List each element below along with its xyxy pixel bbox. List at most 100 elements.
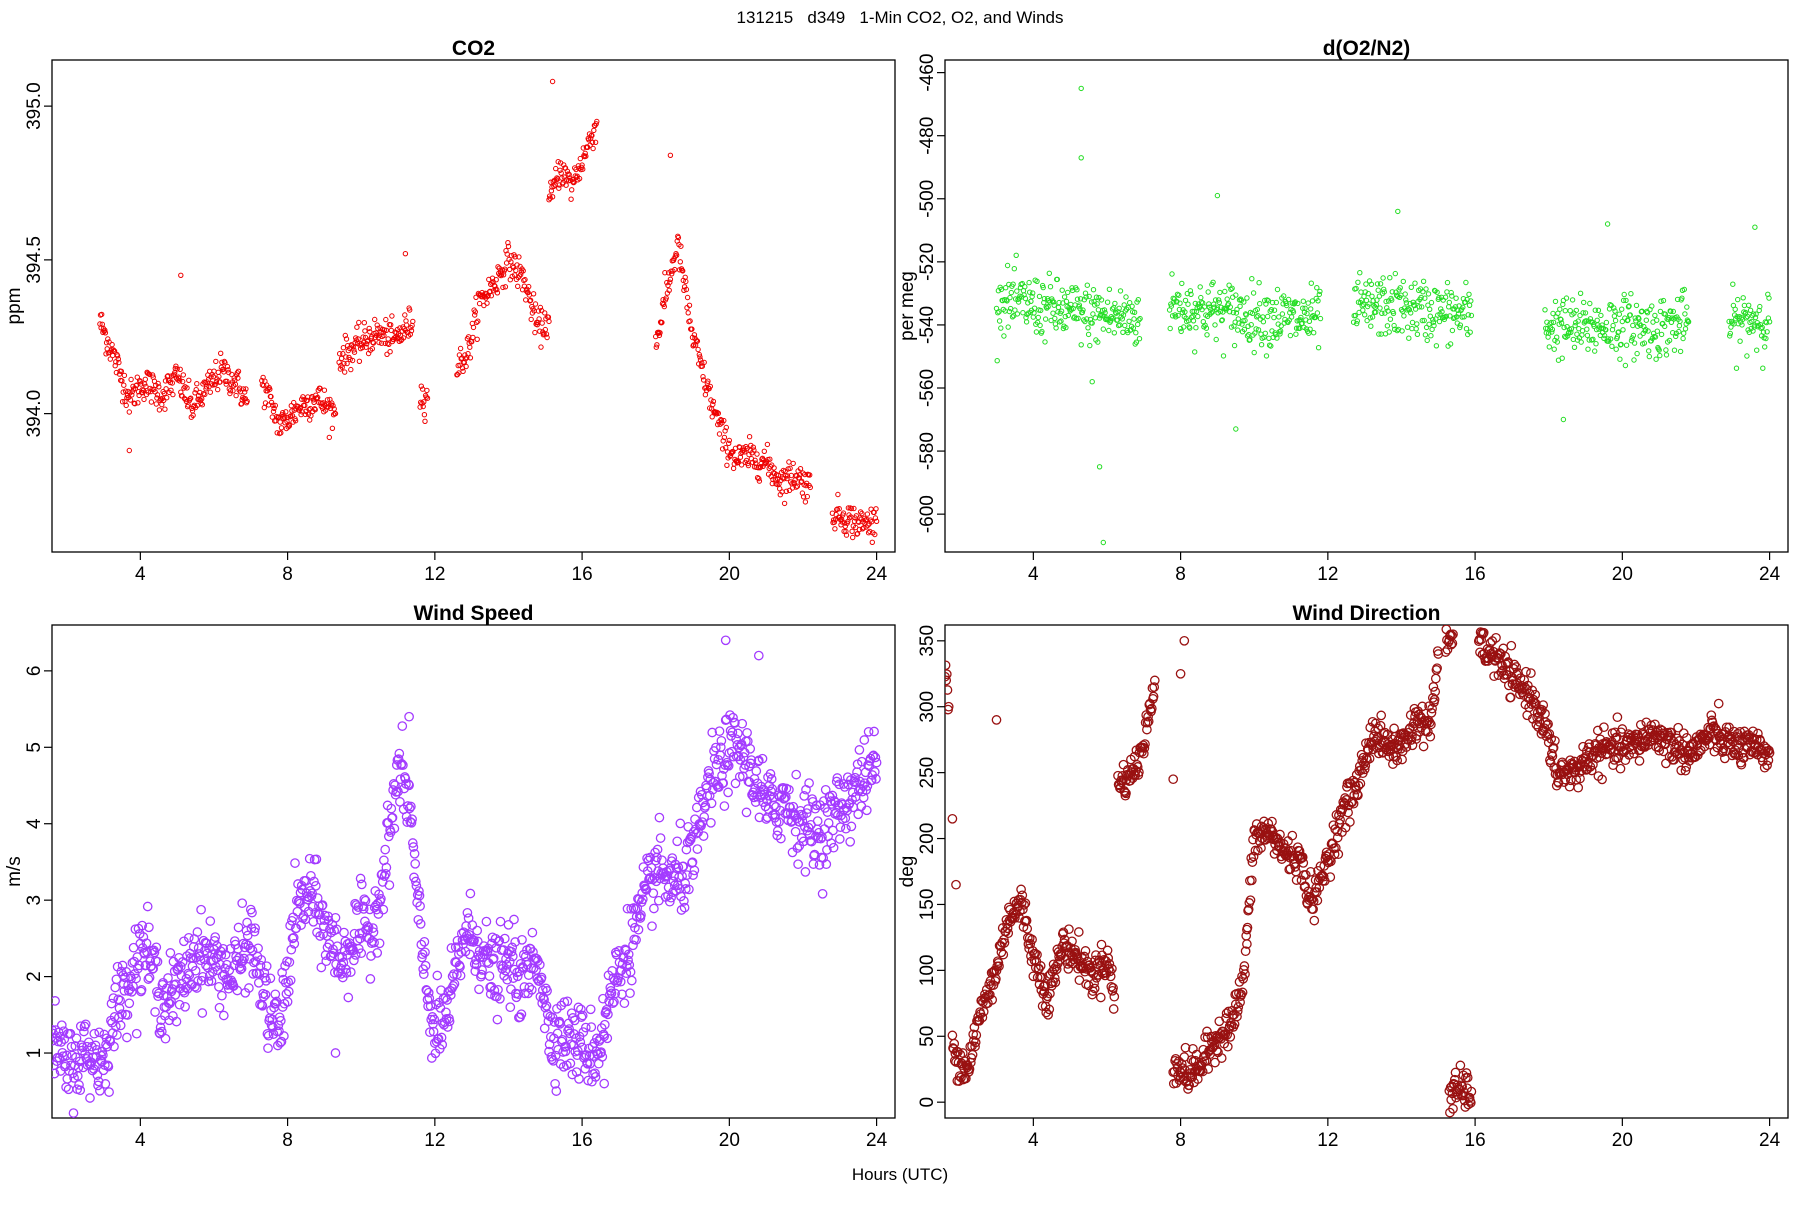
data-point — [1295, 300, 1301, 307]
data-point — [1452, 304, 1459, 310]
data-point — [92, 1070, 103, 1080]
data-point — [757, 753, 768, 764]
data-point — [102, 327, 108, 333]
data-point — [141, 396, 147, 403]
data-point — [205, 916, 216, 926]
data-point — [1399, 328, 1405, 334]
data-point — [369, 346, 375, 352]
data-point — [1005, 324, 1011, 330]
data-point — [1265, 298, 1272, 304]
series-points — [52, 635, 882, 1118]
data-point — [1240, 969, 1250, 979]
data-point — [636, 910, 646, 920]
data-point — [1643, 317, 1650, 323]
data-point — [263, 1043, 273, 1054]
data-point — [180, 378, 186, 385]
y-tick-label: 350 — [917, 625, 938, 657]
data-point — [1449, 293, 1455, 299]
data-point — [1584, 326, 1590, 332]
data-point — [1137, 315, 1143, 322]
data-point — [1762, 760, 1772, 771]
data-point — [289, 938, 300, 949]
y-tick-label: 394.0 — [24, 390, 45, 438]
data-point — [1430, 317, 1436, 323]
data-point — [374, 322, 380, 328]
data-point — [300, 394, 306, 400]
data-point — [1176, 292, 1182, 298]
x-tick-label: 12 — [424, 1130, 445, 1151]
data-point — [1666, 315, 1672, 321]
data-point — [1375, 287, 1381, 293]
data-point — [549, 1017, 560, 1027]
data-point — [1634, 350, 1640, 357]
data-point — [122, 1010, 133, 1020]
data-point — [724, 462, 730, 468]
data-point — [1422, 332, 1429, 338]
data-point — [753, 650, 764, 661]
data-point — [1756, 307, 1762, 314]
data-point — [601, 1004, 612, 1015]
data-point — [606, 988, 617, 999]
data-point — [408, 842, 419, 852]
data-point — [362, 921, 373, 931]
data-point — [1171, 299, 1177, 305]
data-point — [774, 817, 784, 827]
data-point — [1760, 329, 1767, 335]
data-point — [1526, 699, 1537, 709]
data-point — [1362, 755, 1372, 765]
data-point — [1434, 289, 1440, 295]
data-point — [1377, 305, 1383, 311]
data-point — [1739, 322, 1745, 328]
data-point — [1234, 306, 1240, 313]
data-point — [515, 283, 521, 289]
data-point — [93, 1080, 103, 1091]
data-point — [289, 408, 295, 414]
data-point — [117, 1009, 127, 1020]
data-point — [169, 380, 176, 386]
data-point — [654, 812, 665, 823]
data-point — [117, 960, 128, 971]
data-point — [676, 905, 687, 915]
data-point — [219, 359, 225, 365]
data-point — [741, 807, 752, 818]
data-point — [1440, 647, 1451, 657]
data-point — [1274, 286, 1281, 293]
data-point — [673, 862, 684, 873]
data-point — [802, 499, 809, 505]
data-point — [1574, 331, 1580, 337]
data-point — [298, 411, 304, 418]
data-point — [1004, 262, 1011, 269]
data-point — [549, 194, 556, 200]
data-point — [552, 1028, 563, 1039]
data-point — [1648, 338, 1654, 344]
data-point — [560, 1046, 571, 1057]
data-point — [1360, 307, 1366, 313]
data-point — [705, 378, 711, 384]
data-point — [1224, 296, 1230, 302]
data-point — [971, 1030, 982, 1040]
data-point — [395, 796, 405, 807]
data-point — [1503, 657, 1514, 667]
data-point — [1446, 304, 1452, 310]
data-point — [1424, 717, 1435, 728]
data-point — [1111, 330, 1118, 336]
data-point — [1120, 329, 1126, 335]
x-tick-label: 20 — [1612, 1130, 1633, 1151]
y-tick-label: 1 — [24, 1048, 45, 1059]
data-point — [1314, 310, 1321, 316]
data-point — [355, 336, 361, 342]
data-point — [154, 392, 161, 398]
data-point — [1309, 314, 1315, 320]
data-point — [275, 1015, 286, 1026]
data-point — [1414, 321, 1420, 327]
data-point — [1618, 341, 1624, 348]
data-point — [311, 399, 317, 405]
data-point — [1034, 979, 1045, 990]
data-point — [253, 977, 264, 988]
data-point — [1044, 305, 1050, 311]
data-point — [1232, 1006, 1243, 1017]
data-point — [717, 770, 727, 781]
data-point — [1193, 308, 1200, 315]
data-point — [1236, 320, 1242, 326]
